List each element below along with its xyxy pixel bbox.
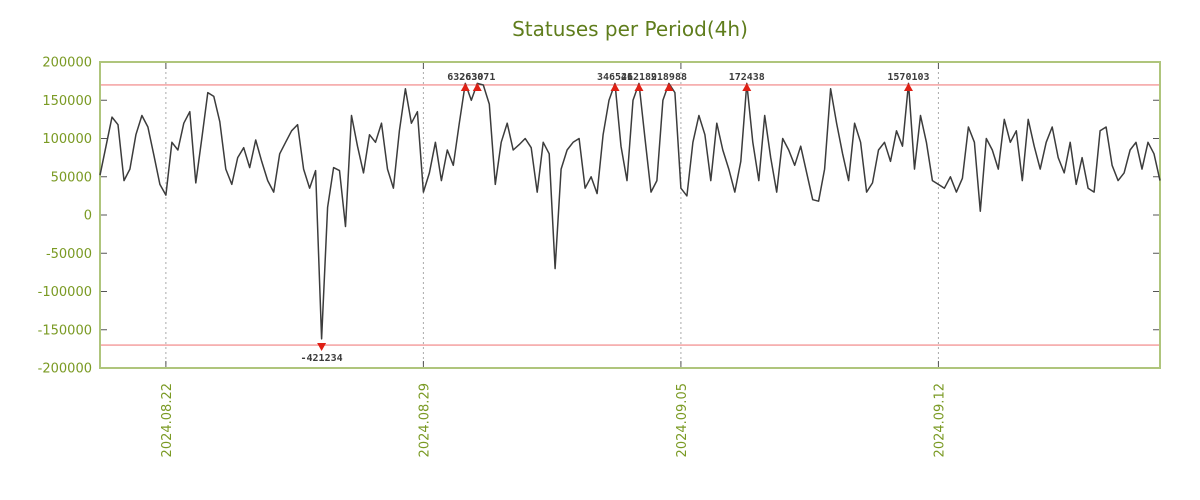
peak-value-label: 1570103 xyxy=(887,72,929,83)
y-axis-label: -150000 xyxy=(38,323,92,338)
y-axis-label: 50000 xyxy=(51,170,92,185)
dip-marker-icon xyxy=(317,343,327,351)
peak-value-label: 218988 xyxy=(651,72,687,83)
y-axis-label: 0 xyxy=(84,209,92,224)
peak-marker-icon xyxy=(664,83,674,91)
x-axis-label: 2024.08.29 xyxy=(417,383,432,457)
peak-marker-icon xyxy=(634,83,644,91)
peak-value-label: 346526 xyxy=(597,72,633,83)
peak-value-label: 172438 xyxy=(729,72,765,83)
peak-value-label: 263071 xyxy=(459,72,495,83)
peak-marker-icon xyxy=(610,83,620,91)
statuses-series-line xyxy=(99,82,1161,340)
y-axis-label: -50000 xyxy=(46,247,92,262)
x-axis-label: 2024.08.22 xyxy=(160,383,175,457)
y-axis-label: -100000 xyxy=(38,285,92,300)
y-axis-label: 200000 xyxy=(42,56,92,71)
plot-area: 2024.08.22 2024.08.29 2024.09.05 2024.09.12… xyxy=(38,56,1161,457)
peak-value-label: 412189 xyxy=(621,72,657,83)
peak-marker-icon xyxy=(472,83,482,91)
plot-border xyxy=(99,61,1161,369)
x-axis-label: 2024.09.05 xyxy=(675,383,690,457)
peak-marker-icon xyxy=(460,83,470,91)
y-axis-label: -200000 xyxy=(38,362,92,377)
dip-value-label: -421234 xyxy=(301,353,343,364)
peak-marker-icon xyxy=(903,83,913,91)
peak-value-label: 632630 xyxy=(447,72,483,83)
y-axis-label: 100000 xyxy=(42,132,92,147)
chart-title: Statuses per Period(4h) xyxy=(512,17,748,41)
y-axis-label: 150000 xyxy=(42,94,92,109)
x-axis-label: 2024.09.12 xyxy=(932,383,947,457)
peak-marker-icon xyxy=(742,83,752,91)
